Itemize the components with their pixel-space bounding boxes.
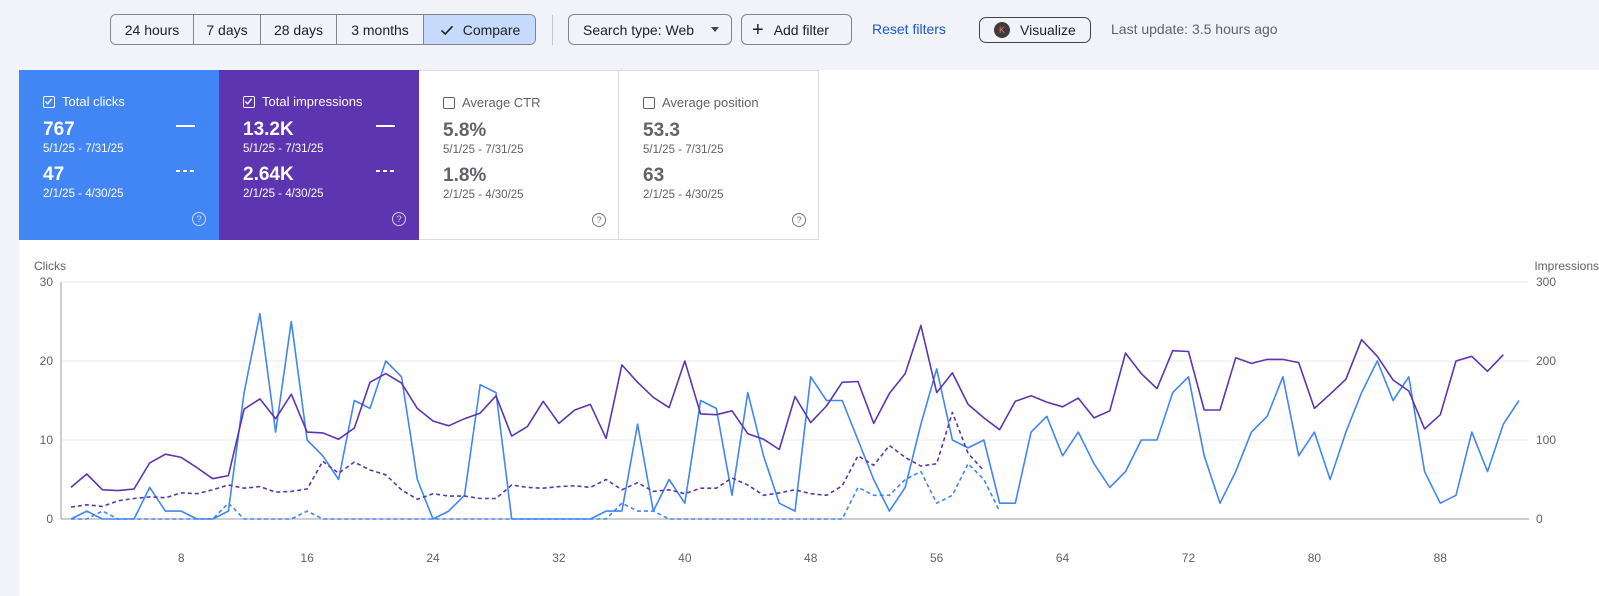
checkbox-checked-icon[interactable] bbox=[243, 96, 255, 108]
metric-card-total-clicks[interactable]: Total clicks 767 5/1/25 - 7/31/25 47 2/1… bbox=[19, 70, 219, 240]
toolbar: 24 hours 7 days 28 days 3 months Compare… bbox=[0, 0, 1599, 58]
metric-range-current: 5/1/25 - 7/31/25 bbox=[443, 144, 524, 156]
metric-value-current: 53.3 bbox=[643, 120, 680, 141]
metric-label: Total clicks bbox=[62, 94, 125, 109]
add-filter-label: Add filter bbox=[773, 21, 829, 38]
date-range-selector: 24 hours 7 days 28 days 3 months Compare bbox=[110, 14, 536, 45]
range-label: 3 months bbox=[351, 21, 409, 38]
metric-range-current: 5/1/25 - 7/31/25 bbox=[243, 143, 324, 155]
range-label: Compare bbox=[462, 21, 521, 38]
metric-value-previous: 63 bbox=[643, 165, 665, 186]
solid-line-legend-icon bbox=[176, 125, 195, 127]
help-icon[interactable]: ? bbox=[392, 212, 406, 226]
metric-card-total-impressions[interactable]: Total impressions 13.2K 5/1/25 - 7/31/25… bbox=[219, 70, 419, 240]
x-tick-label: 56 bbox=[930, 551, 944, 565]
range-28-days[interactable]: 28 days bbox=[261, 15, 337, 44]
range-3-months[interactable]: 3 months bbox=[337, 15, 424, 44]
range-compare[interactable]: Compare bbox=[424, 15, 535, 44]
metric-value-previous: 2.64K bbox=[243, 164, 294, 185]
visualize-logo-icon: K bbox=[994, 22, 1010, 38]
search-type-dropdown[interactable]: Search type: Web bbox=[568, 14, 732, 45]
dashed-line-legend-icon bbox=[376, 170, 395, 172]
metric-card-average-ctr[interactable]: Average CTR 5.8% 5/1/25 - 7/31/25 1.8% 2… bbox=[419, 70, 619, 240]
checkbox-unchecked-icon[interactable] bbox=[443, 97, 455, 109]
dashed-line-legend-icon bbox=[176, 170, 195, 172]
x-tick-label: 64 bbox=[1056, 551, 1070, 565]
checkbox-unchecked-icon[interactable] bbox=[643, 97, 655, 109]
metric-range-current: 5/1/25 - 7/31/25 bbox=[43, 143, 124, 155]
x-tick-label: 16 bbox=[300, 551, 314, 565]
metric-value-current: 5.8% bbox=[443, 120, 487, 141]
series-line-impressions-dashed[interactable] bbox=[70, 411, 985, 508]
solid-line-legend-icon bbox=[376, 125, 395, 127]
range-label: 7 days bbox=[206, 21, 248, 38]
help-icon[interactable]: ? bbox=[592, 213, 606, 227]
metric-label: Average CTR bbox=[462, 95, 541, 110]
search-type-label: Search type: Web bbox=[583, 21, 695, 38]
metric-range-previous: 2/1/25 - 4/30/25 bbox=[243, 188, 324, 200]
metric-range-previous: 2/1/25 - 4/30/25 bbox=[643, 189, 724, 201]
metric-range-previous: 2/1/25 - 4/30/25 bbox=[443, 189, 524, 201]
range-label: 24 hours bbox=[124, 21, 180, 38]
metric-label: Average position bbox=[662, 95, 759, 110]
y-axis-title-left: Clicks bbox=[34, 259, 66, 273]
metric-value-current: 13.2K bbox=[243, 119, 294, 140]
y-tick-label-left: 10 bbox=[40, 433, 54, 447]
last-update-text: Last update: 3.5 hours ago bbox=[1111, 21, 1278, 37]
range-label: 28 days bbox=[273, 21, 324, 38]
y-tick-label-right: 200 bbox=[1536, 354, 1556, 368]
metric-range-previous: 2/1/25 - 4/30/25 bbox=[43, 188, 124, 200]
x-tick-label: 8 bbox=[178, 551, 185, 565]
y-tick-label-right: 300 bbox=[1536, 275, 1556, 289]
visualize-label: Visualize bbox=[1020, 22, 1076, 38]
y-axis-title-right: Impressions bbox=[1534, 259, 1599, 273]
caret-down-icon bbox=[711, 27, 719, 32]
reset-filters-link[interactable]: Reset filters bbox=[872, 21, 946, 37]
metric-value-current: 767 bbox=[43, 119, 75, 140]
metric-range-current: 5/1/25 - 7/31/25 bbox=[643, 144, 724, 156]
series-line-impressions-solid[interactable] bbox=[70, 324, 1504, 492]
x-tick-label: 80 bbox=[1308, 551, 1322, 565]
x-tick-label: 88 bbox=[1434, 551, 1448, 565]
help-icon[interactable]: ? bbox=[792, 213, 806, 227]
series-line-clicks-dashed[interactable] bbox=[71, 462, 1001, 520]
x-tick-label: 40 bbox=[678, 551, 692, 565]
metric-card-average-position[interactable]: Average position 53.3 5/1/25 - 7/31/25 6… bbox=[619, 70, 819, 240]
y-tick-label-left: 30 bbox=[40, 275, 54, 289]
y-tick-label-right: 0 bbox=[1536, 512, 1543, 526]
plus-icon: + bbox=[752, 18, 764, 41]
add-filter-button[interactable]: + Add filter bbox=[741, 14, 852, 45]
help-icon[interactable]: ? bbox=[192, 212, 206, 226]
series-line-clicks-solid[interactable] bbox=[70, 312, 1520, 520]
check-icon bbox=[440, 25, 453, 35]
toolbar-divider bbox=[552, 15, 553, 45]
performance-panel: Total clicks 767 5/1/25 - 7/31/25 47 2/1… bbox=[19, 70, 1599, 596]
x-tick-label: 32 bbox=[552, 551, 566, 565]
x-tick-label: 48 bbox=[804, 551, 818, 565]
visualize-button[interactable]: K Visualize bbox=[979, 17, 1091, 43]
range-24-hours[interactable]: 24 hours bbox=[111, 15, 194, 44]
x-tick-label: 72 bbox=[1182, 551, 1196, 565]
metric-label: Total impressions bbox=[262, 94, 363, 109]
y-tick-label-left: 0 bbox=[46, 512, 53, 526]
metric-value-previous: 1.8% bbox=[443, 165, 487, 186]
range-7-days[interactable]: 7 days bbox=[194, 15, 261, 44]
metric-value-previous: 47 bbox=[43, 164, 65, 185]
y-tick-label-right: 100 bbox=[1536, 433, 1556, 447]
y-tick-label-left: 20 bbox=[40, 354, 54, 368]
x-tick-label: 24 bbox=[426, 551, 440, 565]
checkbox-checked-icon[interactable] bbox=[43, 96, 55, 108]
